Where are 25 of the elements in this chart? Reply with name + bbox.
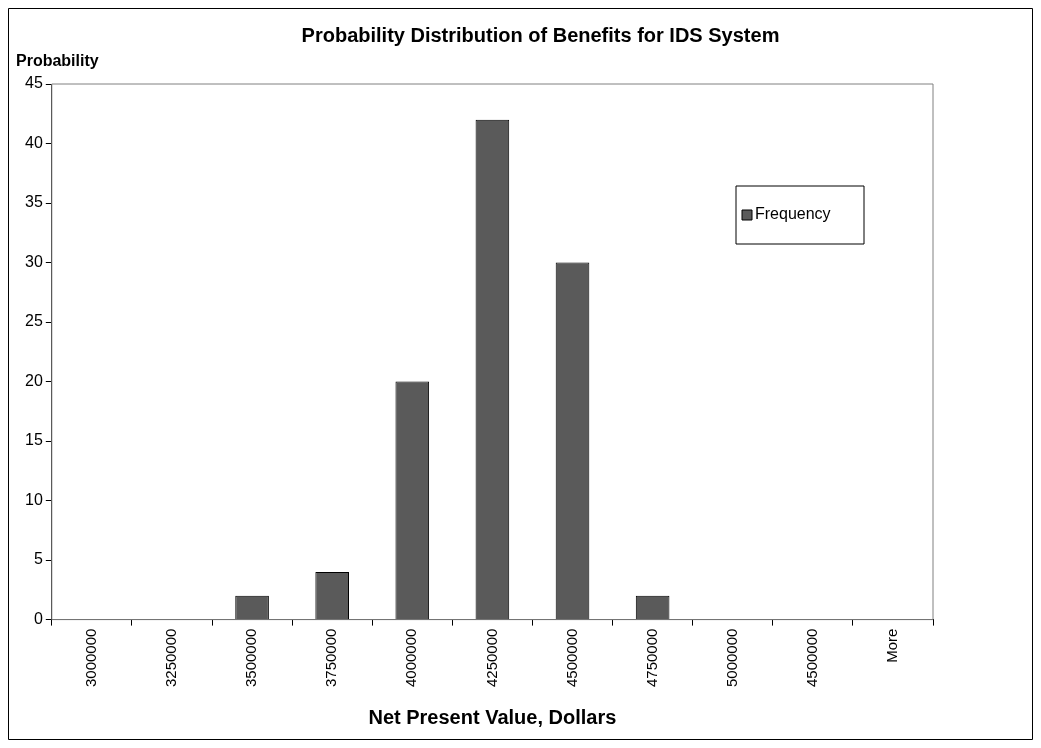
x-tick-label: 4750000: [642, 628, 660, 688]
x-tick-label: 3500000: [242, 628, 260, 688]
y-tick-label: 10: [25, 490, 43, 508]
x-tick-label: 3750000: [322, 628, 340, 688]
y-tick-label: 25: [25, 312, 43, 330]
y-tick-label: 5: [33, 550, 43, 568]
x-tick-label: 3250000: [162, 628, 180, 688]
y-tick-label: 45: [25, 74, 43, 92]
x-tick-label: More: [883, 628, 901, 663]
chart-title: Probability Distribution of Benefits for IDS System: [301, 23, 780, 46]
y-tick-label: 30: [25, 252, 43, 270]
x-tick-label: 4500000: [802, 628, 820, 688]
y-tick-label: 40: [25, 133, 43, 151]
x-tick-label: 4500000: [562, 628, 580, 688]
y-axis-title: Probability: [16, 52, 99, 70]
x-axis-title: Net Present Value, Dollars: [368, 705, 617, 728]
y-tick-label: 20: [25, 371, 43, 389]
x-tick-label: 4250000: [482, 628, 500, 688]
y-tick-label: 0: [33, 610, 43, 628]
legend-label: Frequency: [755, 205, 831, 223]
x-tick-label: 4000000: [402, 628, 420, 688]
y-tick-label: 15: [25, 431, 43, 449]
x-tick-label: 5000000: [722, 628, 740, 688]
y-tick-label: 35: [25, 193, 43, 211]
x-tick-label: 3000000: [81, 628, 99, 688]
